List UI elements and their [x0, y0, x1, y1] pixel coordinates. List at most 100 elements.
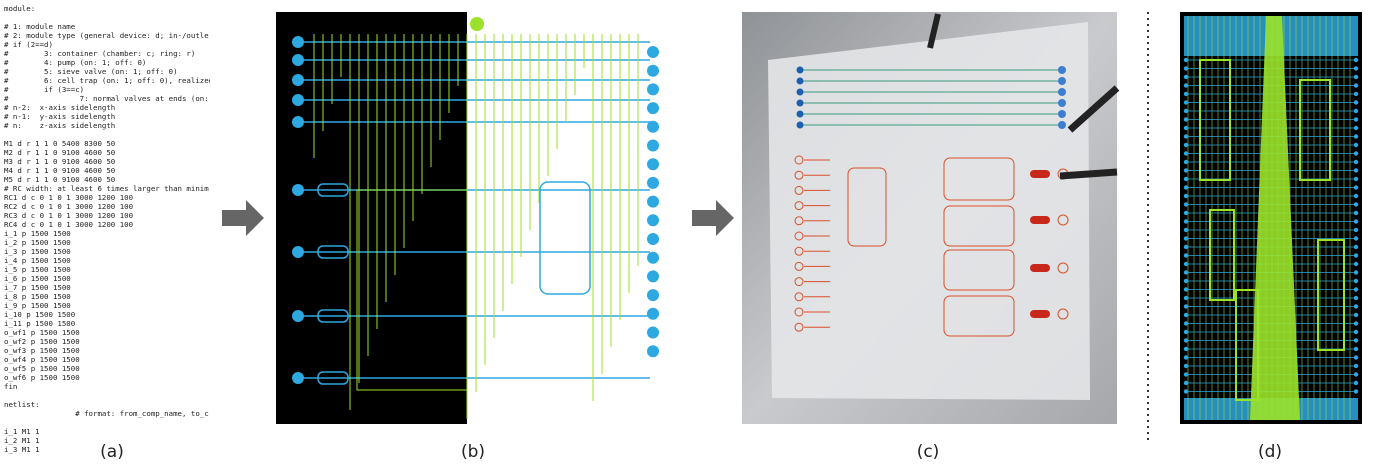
shape [797, 89, 804, 96]
shape [647, 46, 659, 58]
shape [797, 78, 804, 85]
shape [292, 116, 304, 128]
shape [1184, 168, 1188, 172]
shape [292, 372, 304, 384]
shape [540, 182, 590, 294]
shape [1354, 372, 1358, 376]
shape [1354, 381, 1358, 385]
shape [1354, 100, 1358, 104]
shape [647, 252, 659, 264]
shape [1184, 66, 1188, 70]
shape [1354, 321, 1358, 325]
shape [1184, 143, 1188, 147]
shape [292, 310, 304, 322]
caption: (a) [100, 442, 124, 462]
shape [1354, 185, 1358, 189]
shape [1354, 253, 1358, 257]
shape [1184, 270, 1188, 274]
shape [1184, 245, 1188, 249]
shape [1354, 194, 1358, 198]
shape [1058, 66, 1066, 74]
shape [1184, 279, 1188, 283]
shape [1354, 75, 1358, 79]
shape [1058, 99, 1066, 107]
shape [1354, 126, 1358, 130]
shape [292, 94, 304, 106]
shape [647, 233, 659, 245]
shape [1354, 134, 1358, 138]
shape [1354, 202, 1358, 206]
shape [1184, 296, 1188, 300]
shape [1354, 117, 1358, 121]
shape [647, 65, 659, 77]
shape [1058, 121, 1066, 129]
shape [1184, 151, 1188, 155]
shape [1030, 170, 1050, 178]
shape [1184, 381, 1188, 385]
shape [1030, 264, 1050, 272]
shape [797, 122, 804, 129]
shape [1184, 126, 1188, 130]
shape [1354, 245, 1358, 249]
shape [1184, 211, 1188, 215]
shape [1354, 287, 1358, 291]
shape [1184, 389, 1188, 393]
shape [1184, 185, 1188, 189]
shape [647, 102, 659, 114]
shape [1184, 364, 1188, 368]
shape [1058, 110, 1066, 118]
shape [1354, 109, 1358, 113]
shape [797, 67, 804, 74]
shape [1184, 134, 1188, 138]
shape [647, 345, 659, 357]
shape [292, 54, 304, 66]
shape [470, 17, 484, 31]
shape [647, 177, 659, 189]
shape [1354, 211, 1358, 215]
shape [1184, 177, 1188, 181]
shape [1354, 83, 1358, 87]
shape [292, 246, 304, 258]
shape [1184, 347, 1188, 351]
caption: (d) [1258, 442, 1282, 462]
shape [1354, 304, 1358, 308]
arrow [222, 200, 264, 236]
shape [1354, 313, 1358, 317]
shape [1184, 262, 1188, 266]
shape [1060, 172, 1117, 176]
shape [647, 140, 659, 152]
shape [1354, 143, 1358, 147]
shape [1184, 75, 1188, 79]
layout-b [276, 12, 467, 424]
shape [1184, 236, 1188, 240]
caption: (c) [917, 442, 940, 462]
shape [1184, 100, 1188, 104]
shape [1184, 109, 1188, 113]
shape [292, 184, 304, 196]
shape [1354, 330, 1358, 334]
shape [1184, 219, 1188, 223]
shape [1354, 355, 1358, 359]
caption: (b) [461, 442, 485, 462]
shape [647, 327, 659, 339]
shape [1354, 92, 1358, 96]
shape [647, 158, 659, 170]
shape [1354, 160, 1358, 164]
shape [647, 289, 659, 301]
shape [797, 111, 804, 118]
chip [768, 22, 1090, 400]
shape [1184, 202, 1188, 206]
shape [1058, 88, 1066, 96]
shape [1354, 364, 1358, 368]
shape [1354, 151, 1358, 155]
shape [797, 100, 804, 107]
shape [1184, 287, 1188, 291]
shape [1354, 66, 1358, 70]
shape [647, 270, 659, 282]
shape [1354, 219, 1358, 223]
shape [1354, 168, 1358, 172]
shape [1184, 228, 1188, 232]
shape [292, 74, 304, 86]
shape [1184, 372, 1188, 376]
shape [1184, 330, 1188, 334]
